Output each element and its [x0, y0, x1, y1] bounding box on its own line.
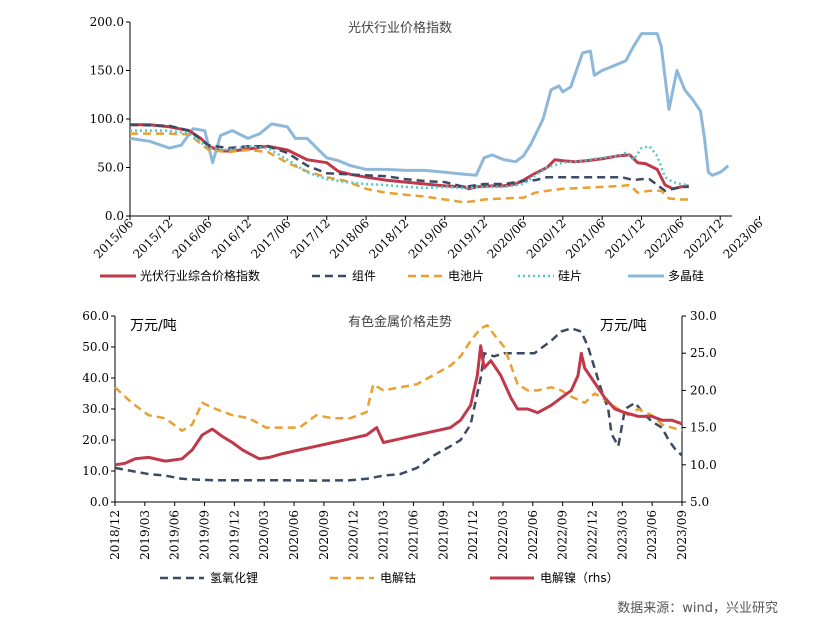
- top-series-line-4: [129, 32, 730, 177]
- bottom-ytick-right-label: 30.0: [690, 309, 717, 323]
- bottom-xtick-label: 2019/12: [227, 510, 241, 560]
- bottom-xtick-label: 2021/06: [406, 510, 420, 560]
- top-xtick-label: 2022/06: [642, 216, 687, 261]
- bottom-xtick-label: 2019/09: [198, 510, 212, 560]
- top-xtick-label: 2017/12: [288, 216, 333, 261]
- top-xtick-label: 2015/12: [130, 216, 175, 261]
- bottom-series-line-0: [114, 327, 683, 482]
- top-ytick-label: 150.0: [90, 64, 124, 78]
- bottom-xtick-label: 2023/09: [675, 510, 689, 560]
- top-xtick-label: 2018/06: [327, 216, 372, 261]
- bottom-ytick-label: 0.0: [90, 495, 109, 509]
- bottom-xtick-label: 2022/06: [526, 510, 540, 560]
- bottom-xtick-label: 2018/12: [108, 510, 122, 560]
- bottom-xtick-label: 2023/06: [645, 510, 659, 560]
- bottom-chart: 有色金属价格走势 万元/吨 万元/吨 0.0 10.0 20.0 30.0 40.0 50…: [82, 309, 716, 585]
- bottom-ytick-right-label: 15.0: [690, 421, 717, 435]
- top-xtick-label: 2021/12: [602, 216, 647, 261]
- bottom-xtick-label: 2020/03: [257, 510, 271, 560]
- top-xtick-label: 2022/12: [681, 216, 726, 261]
- bottom-xtick-label: 2023/03: [615, 510, 629, 560]
- bottom-ytick-right-label: 20.0: [690, 383, 717, 397]
- bottom-xtick-label: 2020/06: [287, 510, 301, 560]
- bottom-xtick-label: 2021/12: [466, 510, 480, 560]
- bottom-xtick-label: 2021/09: [436, 510, 450, 560]
- bottom-ytick-label: 60.0: [82, 309, 109, 323]
- left-unit-label: 万元/吨: [130, 318, 177, 334]
- bottom-xtick-label: 2022/03: [496, 510, 510, 560]
- bottom-xtick-label: 2022/12: [585, 510, 599, 560]
- bottom-ytick-right-label: 10.0: [690, 458, 717, 472]
- bottom-ytick-label: 20.0: [82, 433, 109, 447]
- top-legend-label: 组件: [352, 269, 376, 283]
- bottom-ytick-label: 50.0: [82, 340, 109, 354]
- top-legend-label: 硅片: [558, 269, 582, 283]
- top-series-line-2: [130, 132, 689, 204]
- bottom-ytick-label: 10.0: [82, 464, 109, 478]
- top-xtick-label: 2019/12: [445, 216, 490, 261]
- bottom-series-line-2: [114, 344, 683, 467]
- source-note: 数据来源：wind，兴业研究: [617, 601, 778, 616]
- bottom-legend-label: 电解钴: [380, 570, 416, 585]
- top-legend-label: 电池片: [448, 269, 484, 283]
- top-xtick-label: 2021/06: [563, 216, 608, 261]
- bottom-ytick-right-label: 25.0: [690, 346, 717, 360]
- bottom-xtick-label: 2019/03: [138, 510, 152, 560]
- bottom-legend-label: 氢氧化锂: [210, 570, 258, 585]
- top-ytick-label: 100.0: [90, 112, 124, 126]
- bottom-xtick-label: 2020/12: [347, 510, 361, 560]
- bottom-xtick-label: 2022/09: [556, 510, 570, 560]
- top-legend-label: 多晶硅: [668, 269, 704, 283]
- top-xtick-label: 2018/12: [366, 216, 411, 261]
- top-xtick-label: 2016/06: [170, 216, 215, 261]
- bottom-xtick-label: 2021/03: [377, 510, 391, 560]
- top-ytick-label: 0.0: [105, 209, 124, 223]
- bottom-ytick-label: 30.0: [82, 402, 109, 416]
- bottom-xtick-label: 2020/09: [317, 510, 331, 560]
- top-xtick-label: 2023/06: [721, 216, 766, 261]
- top-ytick-label: 200.0: [90, 15, 124, 29]
- top-xtick-label: 2020/12: [524, 216, 569, 261]
- bottom-ytick-right-label: 5.0: [690, 495, 709, 509]
- right-unit-label: 万元/吨: [600, 318, 647, 334]
- top-xtick-label: 2017/06: [248, 216, 293, 261]
- bottom-xtick-label: 2019/06: [168, 510, 182, 560]
- top-series-line-3: [130, 129, 689, 190]
- top-chart-title: 光伏行业价格指数: [348, 20, 452, 36]
- top-xtick-label: 2020/06: [484, 216, 529, 261]
- top-series-line-1: [129, 123, 689, 193]
- bottom-ytick-label: 40.0: [82, 371, 109, 385]
- top-xtick-label: 2016/12: [209, 216, 254, 261]
- top-xtick-label: 2019/06: [406, 216, 451, 261]
- top-legend-label: 光伏行业综合价格指数: [140, 268, 260, 283]
- bottom-legend-label: 电解镍（rhs）: [540, 571, 619, 585]
- bottom-chart-title: 有色金属价格走势: [348, 314, 452, 330]
- top-ytick-label: 50.0: [97, 161, 124, 175]
